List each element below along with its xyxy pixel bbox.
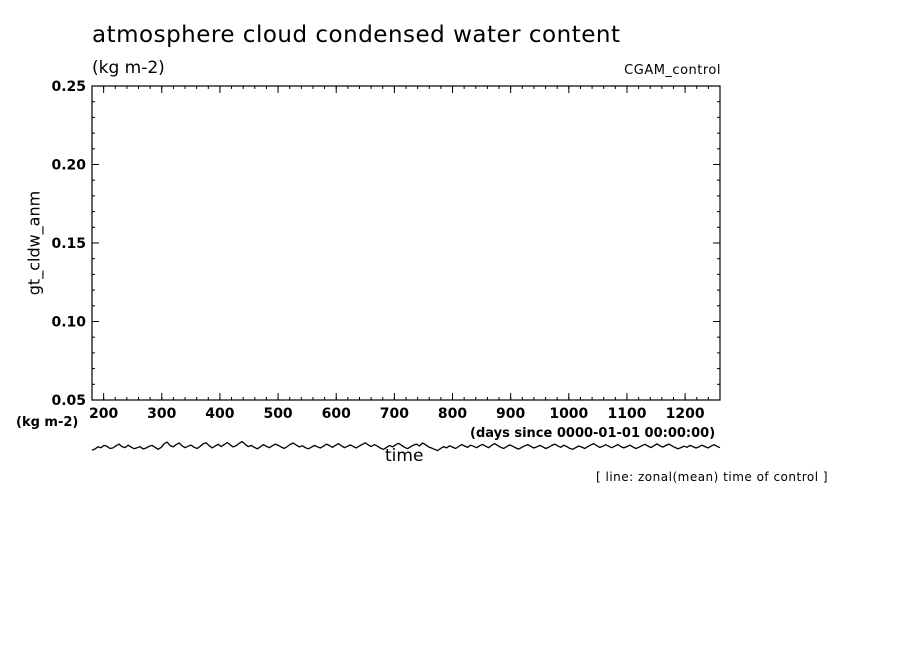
x-axis-label: time (385, 446, 424, 466)
x-tick-label: 200 (89, 406, 118, 422)
chart-units: (kg m-2) (92, 58, 165, 78)
dataset-label: CGAM_control (624, 63, 721, 78)
x-tick-label: 1000 (549, 406, 588, 422)
x-tick-label: 500 (263, 406, 292, 422)
x-tick-label: 900 (496, 406, 525, 422)
series-note: [ line: zonal(mean) time of control ] (596, 470, 829, 484)
y-tick-label: 0.05 (51, 393, 86, 409)
y-tick-label: 0.10 (51, 315, 86, 331)
y-tick-label: 0.25 (51, 79, 86, 95)
y-tick-label: 0.20 (51, 158, 86, 174)
chart-title: atmosphere cloud condensed water content (92, 22, 621, 48)
series-line (91, 440, 721, 452)
plot-frame (91, 85, 721, 401)
y-axis-units: (kg m-2) (16, 415, 79, 430)
x-tick-label: 300 (147, 406, 176, 422)
series-layer (91, 440, 721, 452)
chart-axes: 200 300 400 500 600 700 800 900 1000 1100 1200 0.05… (51, 79, 721, 422)
x-tick-label: 400 (205, 406, 234, 422)
y-tick-label: 0.15 (51, 236, 86, 252)
x-tick-label: 1100 (607, 406, 646, 422)
x-tick-label: 800 (438, 406, 467, 422)
x-axis-units: (days since 0000-01-01 00:00:00) (470, 426, 716, 441)
x-tick-label: 700 (380, 406, 409, 422)
x-tick-label: 600 (322, 406, 351, 422)
x-tick-label: 1200 (666, 406, 705, 422)
